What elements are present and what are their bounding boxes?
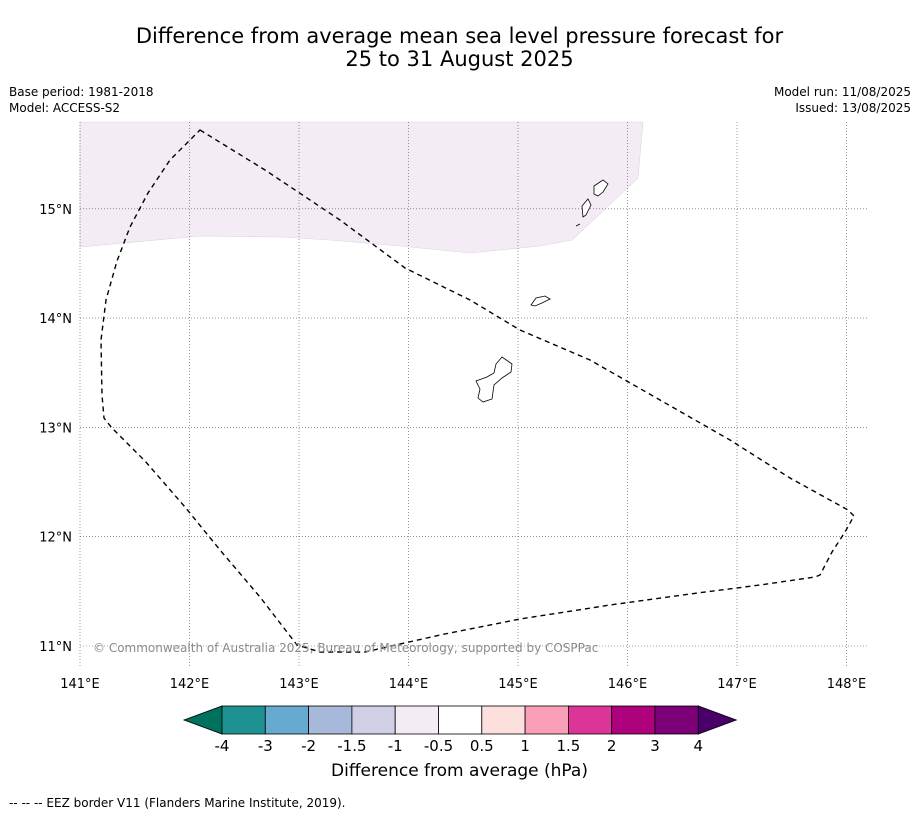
longitude-tick-labels: 141°E 142°E 143°E 144°E 145°E 146°E 147°E 148°E: [60, 677, 866, 692]
colorbar-segment: [438, 705, 483, 735]
longitude-tick-label: 141°E: [60, 677, 100, 692]
model-run: Model run: 11/08/2025: [773, 85, 911, 99]
colorbar-segment: [654, 705, 699, 735]
graticule: [79, 122, 868, 668]
base-period: Base period: 1981-2018: [9, 85, 154, 99]
model-name: Model: ACCESS-S2: [9, 101, 121, 115]
latitude-tick-label: 12°N: [39, 531, 72, 546]
colorbar-tick-label: -0.5: [424, 737, 453, 755]
colorbar-tick-label: -1.5: [337, 737, 366, 755]
island-tinian-saipan: [575, 179, 609, 227]
colorbar-tick-label: 1: [520, 737, 530, 755]
latitude-tick-labels: 11°N 12°N 13°N 14°N 15°N: [39, 203, 72, 655]
colorbar-extend-min: [182, 705, 223, 735]
colorbar-segment: [394, 705, 439, 735]
longitude-tick-label: 147°E: [717, 677, 757, 692]
longitude-tick-label: 146°E: [608, 677, 648, 692]
colorbar-tick-label: -2: [301, 737, 316, 755]
latitude-tick-label: 14°N: [39, 312, 72, 327]
longitude-tick-label: 144°E: [389, 677, 429, 692]
eez-legend-note: -- -- -- EEZ border V11 (Flanders Marine…: [9, 796, 346, 810]
colorbar-segment: [351, 705, 396, 735]
colorbar-tick-label: 2: [607, 737, 617, 755]
colorbar-tick-label: -3: [258, 737, 273, 755]
colorbar-tick-label: 0.5: [470, 737, 494, 755]
latitude-tick-label: 13°N: [39, 421, 72, 436]
latitude-tick-label: 15°N: [39, 203, 72, 218]
colorbar-segment: [308, 705, 353, 735]
colorbar-segment: [481, 705, 526, 735]
longitude-tick-label: 148°E: [827, 677, 867, 692]
colorbar-segment: [221, 705, 266, 735]
colorbar-title: Difference from average (hPa): [331, 761, 588, 781]
colorbar-tick-label: 1.5: [556, 737, 580, 755]
colorbar-segment: [568, 705, 613, 735]
colorbar-tick-label: 3: [650, 737, 660, 755]
map-title-line1: Difference from average mean sea level p…: [135, 24, 784, 48]
longitude-tick-label: 142°E: [170, 677, 210, 692]
colorbar: -4 -3 -2 -1.5 -1 -0.5 0.5 1 1.5 2 3 4: [182, 705, 738, 755]
latitude-tick-label: 11°N: [39, 640, 72, 655]
colorbar-segment: [611, 705, 656, 735]
longitude-tick-label: 145°E: [498, 677, 538, 692]
longitude-tick-label: 143°E: [279, 677, 319, 692]
issued-date: Issued: 13/08/2025: [795, 101, 911, 115]
negative-anomaly-region: [79, 121, 644, 254]
colorbar-segment: [264, 705, 309, 735]
colorbar-tick-label: 4: [694, 737, 704, 755]
colorbar-tick-label: -4: [215, 737, 230, 755]
copyright-notice: © Commonwealth of Australia 2025, Bureau…: [93, 641, 599, 655]
colorbar-segment: [524, 705, 569, 735]
map-title-line2: 25 to 31 August 2025: [345, 47, 574, 71]
colorbar-tick-label: -1: [388, 737, 403, 755]
island-rota: [530, 295, 551, 307]
island-guam: [475, 356, 513, 403]
colorbar-extend-max: [697, 705, 738, 735]
